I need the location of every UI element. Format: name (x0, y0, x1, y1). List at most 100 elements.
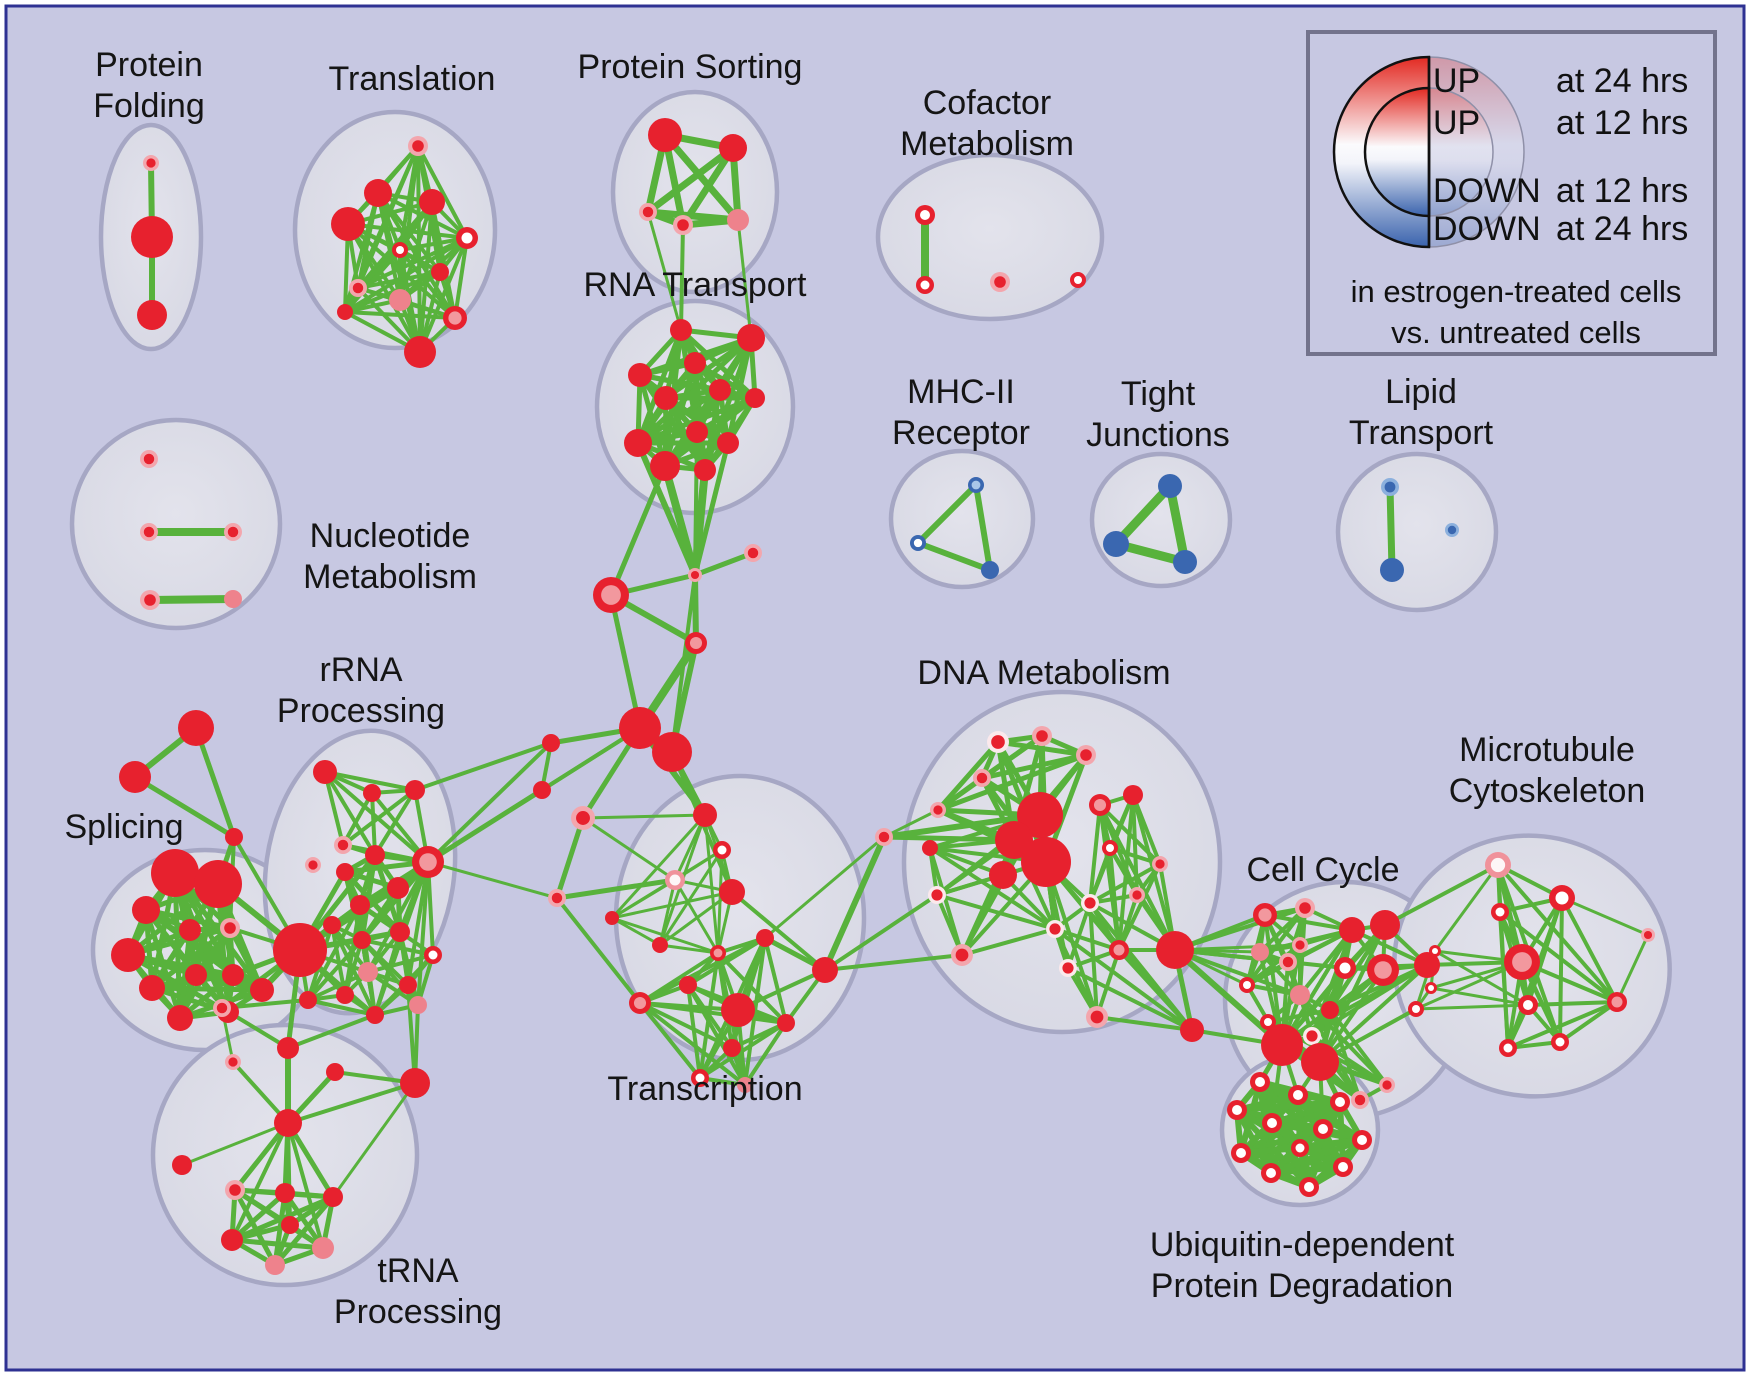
network-node (654, 386, 678, 410)
network-edge (1095, 948, 1121, 1019)
network-node (275, 1183, 295, 1203)
network-node-core (642, 206, 654, 218)
network-node-core (1306, 1030, 1318, 1042)
network-node-core (1503, 1043, 1513, 1053)
network-edge (1165, 481, 1190, 567)
network-edge (1414, 1003, 1530, 1011)
network-node (1017, 792, 1063, 838)
cluster-nucleotide-metabolism-label: Metabolism (303, 558, 477, 596)
network-node (1103, 531, 1129, 557)
cluster-mhc-ii-receptor-label: Receptor (892, 414, 1030, 452)
network-node (652, 937, 668, 953)
network-edge (736, 218, 753, 340)
network-edge (230, 1121, 290, 1242)
network-node (723, 1039, 741, 1057)
legend: UP at 24 hrs UP at 12 hrs DOWN at 12 hrs DOWN a… (1306, 30, 1717, 356)
network-node-core (1282, 956, 1294, 968)
network-edge (180, 1121, 290, 1167)
legend-time-1: at 12 hrs (1556, 104, 1688, 142)
network-node-core (633, 996, 647, 1010)
network-node (542, 734, 560, 752)
cluster-trna-processing-label: tRNA (377, 1252, 459, 1290)
network-edge (554, 877, 678, 901)
network-node-core (1090, 1010, 1104, 1024)
network-node-core (1132, 890, 1142, 900)
network-node (358, 962, 378, 982)
network-node (533, 781, 551, 799)
network-node-core (689, 636, 703, 650)
cluster-trna-processing-label: Processing (334, 1293, 502, 1331)
legend-direction-1: UP (1433, 104, 1480, 142)
network-edge (229, 1237, 326, 1251)
network-edge (360, 860, 430, 942)
cluster-tight-junctions-ellipse (1089, 451, 1233, 589)
network-node-core (1555, 891, 1569, 905)
network-node-core (690, 570, 700, 580)
network-node (719, 134, 747, 162)
network-node-core (1074, 276, 1082, 284)
network-node (364, 179, 392, 207)
network-node-core (695, 1073, 705, 1083)
network-node (405, 780, 425, 800)
network-edge (453, 236, 469, 320)
network-edge (1558, 1000, 1619, 1044)
network-node (313, 760, 337, 784)
network-node (777, 1014, 795, 1032)
network-edge (1298, 993, 1389, 1087)
cluster-lipid-transport-ellipse (1335, 451, 1499, 613)
cluster-rrna-processing-label: rRNA (319, 651, 402, 689)
network-node (132, 896, 160, 924)
network-edge (554, 815, 586, 901)
network-node (679, 976, 697, 994)
network-edge (306, 903, 362, 1002)
network-edge (644, 144, 737, 216)
network-edge (928, 846, 1057, 931)
network-edge (610, 916, 662, 947)
network-node (336, 986, 354, 1004)
network-edge (635, 395, 758, 446)
network-edge (638, 1001, 747, 1087)
cluster-splicing-label: Splicing (64, 808, 183, 846)
network-node (167, 1005, 193, 1031)
network-node (693, 803, 717, 827)
network-edge (823, 893, 939, 972)
network-node-core (337, 839, 349, 851)
network-node (265, 1255, 285, 1275)
network-node-core (1428, 985, 1434, 991)
network-edge (1506, 1000, 1619, 1050)
network-edge (1173, 948, 1302, 997)
network-node (1251, 943, 1269, 961)
network-node (281, 1216, 299, 1234)
network-node-core (971, 480, 981, 490)
network-edge (822, 834, 887, 973)
network-node-core (551, 892, 563, 904)
network-edge (1560, 896, 1619, 1004)
network-edge (286, 1121, 292, 1227)
network-node-core (669, 874, 681, 886)
network-node (221, 1229, 243, 1251)
network-edge (935, 775, 985, 813)
network-edge (373, 788, 417, 857)
network-edge (658, 890, 734, 947)
network-node-core (1084, 897, 1096, 909)
cluster-microtubule-cytoskeleton-label: Cytoskeleton (1449, 772, 1646, 810)
network-edge (416, 860, 430, 1007)
network-node-core (1304, 1182, 1314, 1192)
network-node (399, 976, 417, 994)
network-edge (146, 595, 237, 604)
network-node-core (1255, 1077, 1265, 1087)
network-edge (638, 1001, 788, 1025)
cluster-protein-folding-label: Folding (93, 87, 205, 125)
network-node-core (1374, 961, 1392, 979)
network-node-core (1299, 902, 1311, 914)
network-node-core (1295, 940, 1305, 950)
network-node-core (1523, 1000, 1533, 1010)
network-node-core (1338, 1162, 1348, 1172)
network-edge (306, 998, 377, 1017)
network-node-core (576, 811, 590, 825)
network-node (717, 432, 739, 454)
cluster-cofactor-metabolism-label: Cofactor (923, 84, 1052, 122)
network-node-core (747, 547, 759, 559)
network-edge (1173, 906, 1307, 952)
